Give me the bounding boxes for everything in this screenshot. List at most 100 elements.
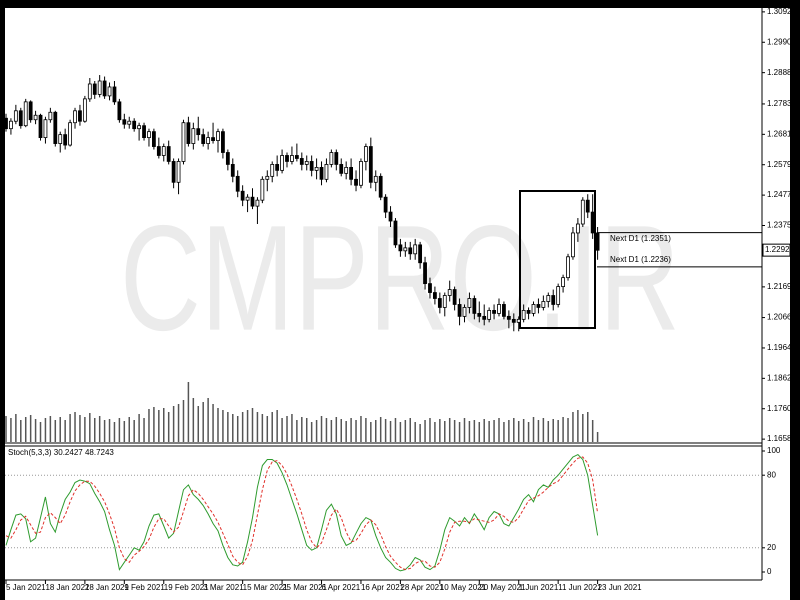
- y-tick-label: 1.20660: [767, 313, 796, 322]
- y-tick-label: 1.19640: [767, 343, 796, 352]
- candle-body: [28, 101, 33, 121]
- x-tick-label: 9 Feb 2021: [124, 583, 165, 592]
- candle-body: [33, 114, 38, 121]
- candle-body: [166, 146, 171, 162]
- candle-body: [546, 295, 551, 302]
- candle-body: [595, 232, 600, 251]
- candle-body: [127, 120, 132, 125]
- candle-body: [161, 146, 166, 156]
- last-price-label: 1.22923: [765, 245, 794, 254]
- candle-body: [225, 152, 230, 165]
- candle-body: [571, 232, 575, 258]
- candle-body: [196, 128, 201, 136]
- x-tick-label: 23 Jun 2021: [598, 583, 643, 592]
- y-tick-label: 0: [767, 567, 772, 576]
- y-tick-label: 1.25790: [767, 160, 796, 169]
- candle-body: [561, 277, 565, 287]
- candle-body: [9, 120, 13, 130]
- candle-body: [393, 220, 398, 246]
- candle-body: [467, 298, 472, 308]
- y-tick-label: 20: [767, 543, 776, 552]
- candle-body: [265, 175, 270, 180]
- y-tick-label: 1.27830: [767, 99, 796, 108]
- candle-body: [477, 312, 482, 317]
- x-tick-label: 18 Jan 2021: [45, 583, 90, 592]
- candle-body: [502, 304, 506, 317]
- candle-body: [58, 134, 63, 144]
- candle-body: [319, 167, 324, 180]
- candle-body: [566, 256, 570, 279]
- candle-body: [147, 131, 151, 139]
- candle-body: [280, 155, 284, 171]
- x-tick-label: 3 Mar 2021: [203, 583, 244, 592]
- candle-body: [575, 223, 580, 234]
- candle-body: [201, 134, 206, 144]
- candle-body: [290, 155, 294, 162]
- candle-body: [388, 211, 393, 222]
- candle-body: [413, 244, 418, 255]
- candle-body: [585, 199, 590, 213]
- candle-body: [462, 307, 467, 317]
- candle-body: [497, 304, 501, 314]
- candle-body: [472, 298, 477, 314]
- candle-body: [324, 164, 329, 180]
- candle-body: [142, 125, 146, 139]
- candle-body: [442, 295, 447, 308]
- x-tick-label: 11 Jun 2021: [558, 583, 602, 592]
- candle-body: [250, 196, 255, 207]
- candle-body: [4, 117, 8, 130]
- candle-body: [78, 110, 82, 122]
- chart-background: [5, 8, 790, 600]
- candle-body: [452, 289, 457, 305]
- candle-body: [255, 199, 260, 207]
- highlight-box: [519, 190, 596, 329]
- candle-body: [270, 164, 275, 177]
- candle-body: [260, 178, 265, 201]
- candle-body: [344, 167, 349, 174]
- y-tick-label: 1.18620: [767, 373, 796, 382]
- candle-body: [211, 137, 215, 141]
- candle-body: [102, 80, 107, 97]
- candle-body: [186, 122, 191, 144]
- candle-body: [551, 295, 556, 305]
- candle-body: [536, 304, 541, 308]
- y-tick-label: 1.23750: [767, 221, 796, 230]
- candle-body: [516, 318, 521, 323]
- candle-body: [122, 119, 127, 125]
- candle-body: [492, 310, 496, 314]
- candle-body: [363, 146, 368, 162]
- candle-body: [82, 98, 87, 122]
- candle-body: [221, 131, 225, 153]
- candle-body: [304, 161, 309, 165]
- candle-body: [487, 310, 492, 320]
- candle-body: [97, 80, 102, 95]
- candle-body: [87, 83, 92, 100]
- candle-body: [181, 122, 186, 162]
- candle-body: [235, 175, 240, 192]
- candle-body: [43, 119, 48, 139]
- candle-body: [191, 128, 196, 144]
- y-tick-label: 1.16580: [767, 434, 796, 443]
- candle-body: [511, 318, 516, 323]
- candle-body: [117, 101, 122, 121]
- candle-body: [294, 155, 299, 159]
- candle-body: [556, 286, 561, 305]
- candle-body: [53, 111, 58, 144]
- x-tick-label: 19 Feb 2021: [164, 583, 209, 592]
- last-price-box: [762, 243, 791, 257]
- candle-body: [398, 244, 403, 252]
- candle-body: [423, 262, 427, 284]
- candle-body: [521, 310, 526, 320]
- candle-body: [68, 122, 72, 146]
- candle-body: [92, 83, 97, 95]
- candle-body: [230, 164, 235, 177]
- candle-body: [73, 110, 77, 124]
- candle-body: [526, 310, 531, 314]
- candle-body: [378, 175, 383, 198]
- candle-body: [531, 304, 536, 314]
- candle-body: [349, 167, 354, 180]
- candle-body: [151, 131, 156, 147]
- candle-body: [112, 86, 117, 103]
- indicator-title: Stoch(5,3,3) 30.2427 48.7243: [8, 448, 114, 457]
